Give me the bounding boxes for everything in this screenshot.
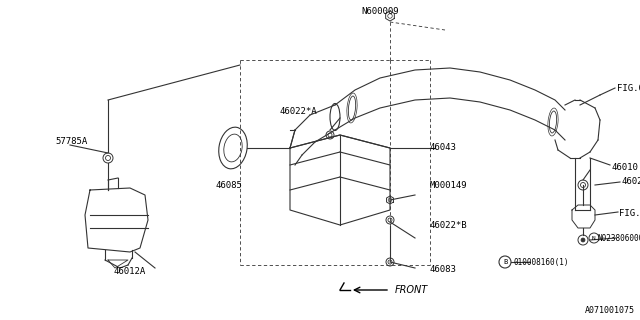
Text: 46012A: 46012A: [114, 268, 146, 276]
Text: 46022*A: 46022*A: [280, 108, 317, 116]
Text: 46022*B: 46022*B: [430, 220, 468, 229]
Text: 46043: 46043: [430, 143, 457, 153]
Text: 46010: 46010: [612, 164, 639, 172]
Text: 46083: 46083: [430, 266, 457, 275]
Text: 46022B: 46022B: [622, 178, 640, 187]
Text: A071001075: A071001075: [585, 306, 635, 315]
Text: M000149: M000149: [430, 180, 468, 189]
Circle shape: [581, 238, 585, 242]
Text: 46085: 46085: [215, 180, 242, 189]
Text: 57785A: 57785A: [55, 138, 87, 147]
Text: FIG.081-7: FIG.081-7: [619, 209, 640, 218]
Text: FRONT: FRONT: [395, 285, 428, 295]
Text: N02380600001): N02380600001): [598, 234, 640, 243]
Text: FIG.070-1,2: FIG.070-1,2: [617, 84, 640, 92]
Text: N600009: N600009: [361, 6, 399, 15]
Text: 010008160(1): 010008160(1): [513, 258, 568, 267]
Text: B: B: [503, 259, 507, 265]
Text: N: N: [592, 236, 596, 241]
